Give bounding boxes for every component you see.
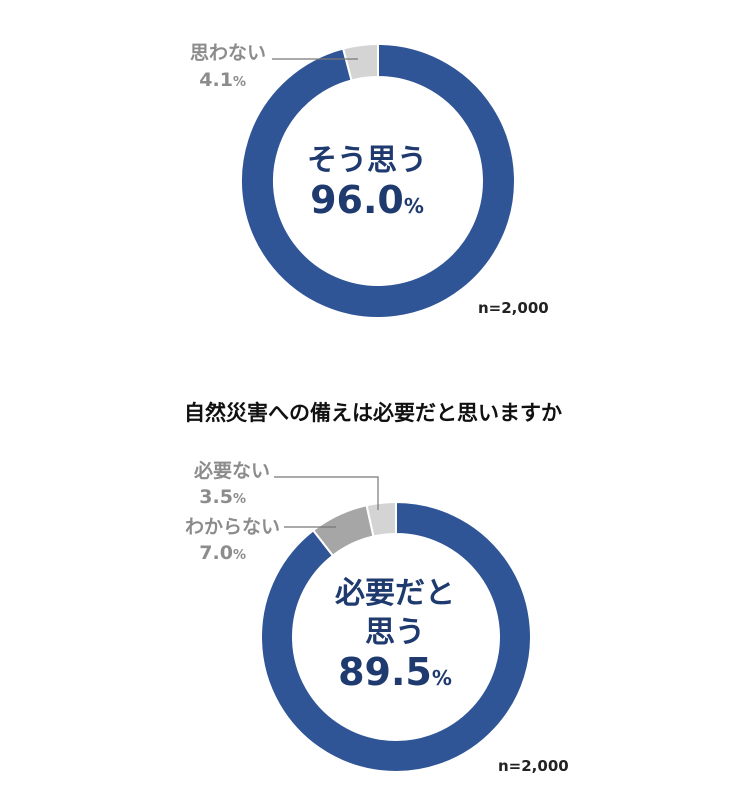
donut-slices-2 (260, 500, 532, 773)
donut-slice-1-1 (341, 42, 379, 82)
donut-chart-2: 必要ない 3.5% わからない 7.0% 必要だと 思う 89.5% n=2,0… (185, 459, 569, 775)
callout-value-1-0: 4.1% (199, 69, 246, 91)
donut-chart-1: 思わない 4.1% そう思う 96.0% n=2,000 (190, 42, 549, 319)
center-value-2: 89.5% (338, 650, 452, 694)
callout-leader-2-0 (274, 476, 379, 510)
center-value-1: 96.0% (310, 178, 424, 222)
callout-value-2-0: 3.5% (199, 486, 246, 508)
callout-label-1-0: 思わない (190, 42, 266, 64)
callout-label-2-0: 必要ない (193, 459, 270, 482)
center-label-2-line-2: 思う (365, 615, 425, 650)
chart-title-2: 自然災害への備えは必要だと思いますか (184, 401, 562, 425)
donut-slices-1 (240, 42, 516, 319)
center-label-2-line-1: 必要だと (335, 576, 455, 611)
center-label-1: そう思う (307, 143, 427, 178)
sample-size-2: n=2,000 (498, 757, 569, 775)
sample-size-1: n=2,000 (478, 299, 549, 317)
donut-slice-1-0 (240, 42, 516, 319)
callout-label-2-1: わからない (185, 516, 280, 538)
donut-slice-2-2 (365, 500, 397, 538)
callout-value-2-1: 7.0% (199, 542, 246, 564)
donut-slice-2-0 (260, 500, 532, 773)
